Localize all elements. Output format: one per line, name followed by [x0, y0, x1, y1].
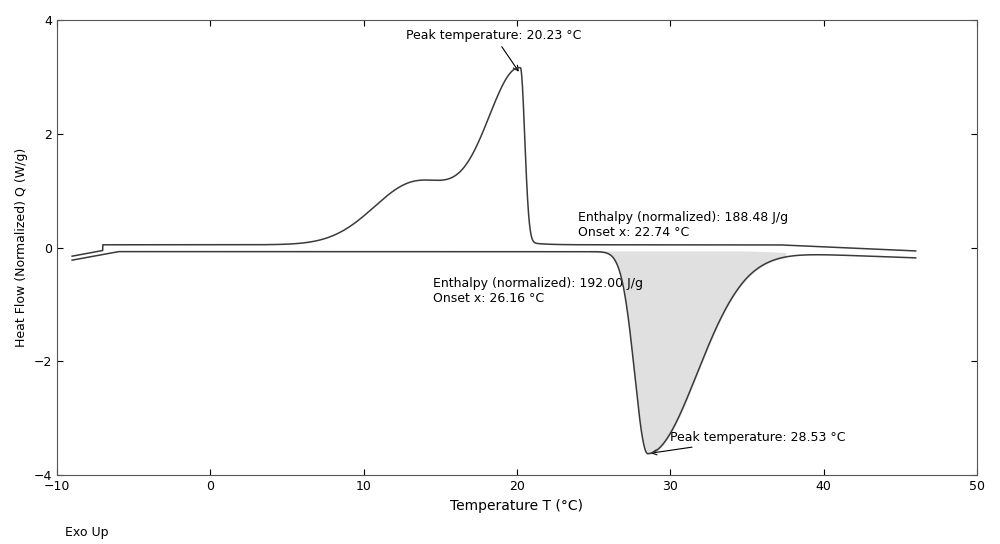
Text: Peak temperature: 28.53 °C: Peak temperature: 28.53 °C: [652, 431, 846, 455]
Text: Peak temperature: 20.23 °C: Peak temperature: 20.23 °C: [406, 29, 582, 71]
X-axis label: Temperature T (°C): Temperature T (°C): [450, 499, 583, 512]
Text: Enthalpy (normalized): 188.48 J/g
Onset x: 22.74 °C: Enthalpy (normalized): 188.48 J/g Onset …: [578, 211, 788, 239]
Text: Enthalpy (normalized): 192.00 J/g
Onset x: 26.16 °C: Enthalpy (normalized): 192.00 J/g Onset …: [433, 277, 643, 305]
Text: Exo Up: Exo Up: [65, 526, 108, 539]
Y-axis label: Heat Flow (Normalized) Q (W/g): Heat Flow (Normalized) Q (W/g): [15, 148, 28, 347]
